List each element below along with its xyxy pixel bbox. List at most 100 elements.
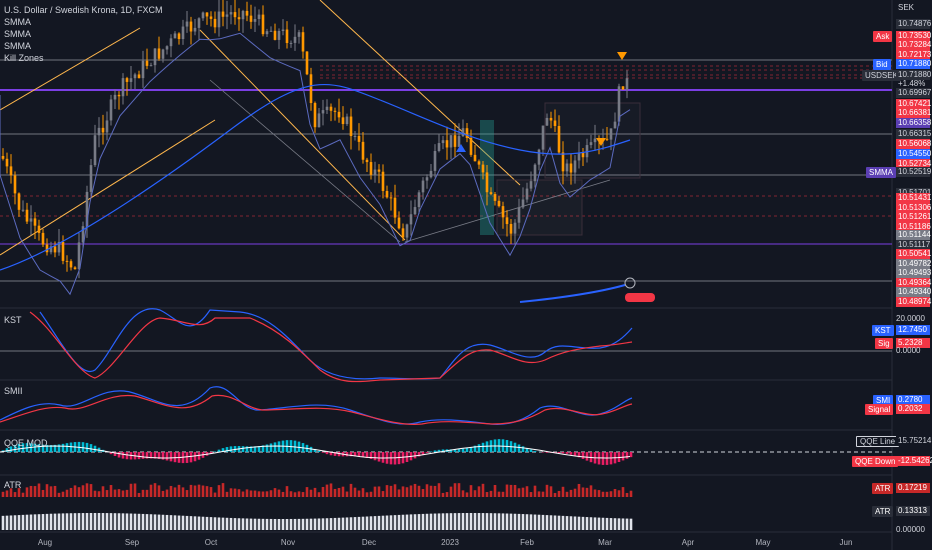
qqe-bar bbox=[137, 452, 141, 460]
x-axis-label: Jun bbox=[839, 538, 853, 547]
atr-bar bbox=[445, 492, 449, 497]
qqe-bar bbox=[353, 452, 357, 457]
atr-bar bbox=[509, 484, 513, 497]
chart-legend: U.S. Dollar / Swedish Krona, 1D, FXCM SM… bbox=[4, 4, 163, 64]
atr-bar bbox=[357, 490, 361, 497]
atr-bar bbox=[425, 513, 429, 530]
atr-bar bbox=[277, 489, 281, 497]
atr-bar bbox=[213, 492, 217, 497]
qqe-bar bbox=[81, 442, 85, 452]
price-level-label: 10.51261 bbox=[896, 212, 932, 222]
qqe-bar bbox=[169, 452, 173, 462]
atr-bar bbox=[141, 489, 145, 497]
atr-bar bbox=[181, 487, 185, 497]
candle-body bbox=[329, 106, 333, 111]
atr-bar bbox=[5, 515, 9, 530]
atr-bar bbox=[277, 518, 281, 530]
atr-bar bbox=[241, 518, 245, 530]
atr-bar bbox=[497, 513, 501, 530]
atr-bar bbox=[209, 517, 213, 530]
candle-body bbox=[621, 86, 625, 90]
atr-bar bbox=[193, 485, 197, 497]
price-level-label: 10.51117 bbox=[896, 240, 931, 250]
atr-bar bbox=[53, 485, 57, 497]
x-axis-label: 2023 bbox=[441, 538, 459, 547]
atr-bar bbox=[113, 489, 117, 497]
candle-body bbox=[445, 140, 449, 148]
atr-bar bbox=[493, 513, 497, 530]
qqe-bar bbox=[461, 448, 465, 452]
kst-value: 12.7450 bbox=[896, 325, 930, 335]
atr-bar bbox=[457, 483, 461, 497]
candle-body bbox=[221, 11, 225, 17]
symbol-title[interactable]: U.S. Dollar / Swedish Krona, 1D, FXCM bbox=[4, 5, 163, 15]
qqe-bar bbox=[277, 441, 281, 452]
qqe-bar bbox=[601, 452, 605, 465]
qqe-bar bbox=[481, 442, 485, 452]
atr-bar bbox=[373, 486, 377, 497]
candle-body bbox=[457, 136, 461, 147]
candle-body bbox=[433, 151, 437, 171]
atr-bar bbox=[153, 514, 157, 530]
candle-body bbox=[205, 12, 209, 17]
candle-body bbox=[585, 145, 589, 158]
candle-body bbox=[249, 15, 253, 22]
atr-bar bbox=[197, 484, 201, 497]
qqe-bar bbox=[361, 452, 365, 458]
indicator-smma-1[interactable]: SMMA bbox=[4, 17, 31, 27]
candle-body bbox=[513, 222, 517, 234]
indicator-smma-3[interactable]: SMMA bbox=[4, 41, 31, 51]
candle-body bbox=[237, 17, 241, 20]
qqe-bar bbox=[521, 446, 525, 452]
candle-body bbox=[565, 163, 569, 172]
atr-bar bbox=[37, 483, 41, 497]
price-level-label: 10.48974 bbox=[896, 297, 932, 307]
kst-axis-top: 20.0000 bbox=[896, 314, 925, 323]
atr-bar bbox=[345, 517, 349, 530]
atr-title[interactable]: ATR bbox=[4, 480, 22, 490]
atr-bar bbox=[617, 518, 621, 530]
atr-bar bbox=[621, 487, 625, 497]
atr-bar bbox=[385, 515, 389, 530]
smii-title[interactable]: SMII bbox=[4, 386, 23, 396]
atr-bar bbox=[57, 513, 61, 530]
qqe-title[interactable]: QQE MOD bbox=[4, 438, 48, 448]
atr-tag-1: ATR bbox=[872, 483, 894, 494]
kst-title[interactable]: KST bbox=[4, 315, 22, 325]
atr-bar bbox=[33, 486, 37, 497]
atr-bar bbox=[77, 487, 81, 497]
qqe-bar bbox=[225, 447, 229, 452]
qqe-bar bbox=[433, 450, 437, 452]
x-axis-label: May bbox=[755, 538, 771, 547]
atr-bar bbox=[325, 518, 329, 530]
candle-body bbox=[189, 21, 193, 32]
atr-bar bbox=[369, 516, 373, 530]
atr-bar bbox=[85, 513, 89, 530]
atr-bar bbox=[533, 485, 537, 497]
candle-body bbox=[57, 241, 61, 253]
atr-bar bbox=[49, 513, 53, 530]
qqe-bar bbox=[221, 448, 225, 452]
atr-bar bbox=[553, 492, 557, 497]
atr-bar bbox=[509, 513, 513, 530]
atr-axis-zero: 0.00000 bbox=[896, 525, 925, 534]
atr-bar bbox=[581, 516, 585, 530]
alert-icon bbox=[624, 277, 636, 289]
atr-bar bbox=[377, 515, 381, 530]
candle-body bbox=[581, 152, 585, 158]
qqe-bar bbox=[417, 452, 421, 457]
atr-bar bbox=[121, 513, 125, 530]
atr-tag-2: ATR bbox=[872, 506, 894, 517]
indicator-kill-zones[interactable]: Kill Zones bbox=[4, 53, 44, 63]
qqe-bar bbox=[533, 450, 537, 452]
atr-bar bbox=[309, 518, 313, 530]
qqe-bar bbox=[413, 452, 417, 459]
qqe-bar bbox=[45, 444, 49, 452]
candle-body bbox=[401, 228, 405, 238]
atr-bar bbox=[337, 517, 341, 530]
smma-long bbox=[519, 284, 626, 303]
qqe-bar bbox=[213, 451, 217, 452]
candle-body bbox=[393, 197, 397, 218]
indicator-smma-2[interactable]: SMMA bbox=[4, 29, 31, 39]
